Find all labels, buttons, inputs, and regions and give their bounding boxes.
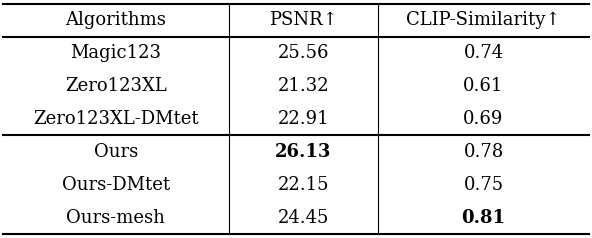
Text: 0.75: 0.75	[464, 176, 504, 194]
Text: Ours-mesh: Ours-mesh	[66, 209, 165, 227]
Text: Magic123: Magic123	[70, 44, 161, 62]
Text: Zero123XL-DMtet: Zero123XL-DMtet	[33, 110, 198, 128]
Text: Zero123XL: Zero123XL	[65, 77, 167, 95]
Text: 0.78: 0.78	[464, 143, 504, 161]
Text: PSNR↑: PSNR↑	[269, 11, 337, 29]
Text: 22.91: 22.91	[278, 110, 329, 128]
Text: 0.69: 0.69	[464, 110, 504, 128]
Text: 21.32: 21.32	[278, 77, 329, 95]
Text: Ours-DMtet: Ours-DMtet	[62, 176, 170, 194]
Text: 0.74: 0.74	[464, 44, 504, 62]
Text: Ours: Ours	[94, 143, 138, 161]
Text: CLIP-Similarity↑: CLIP-Similarity↑	[406, 11, 561, 29]
Text: 25.56: 25.56	[278, 44, 329, 62]
Text: Algorithms: Algorithms	[65, 11, 166, 29]
Text: 26.13: 26.13	[275, 143, 332, 161]
Text: 24.45: 24.45	[278, 209, 329, 227]
Text: 22.15: 22.15	[278, 176, 329, 194]
Text: 0.81: 0.81	[462, 209, 506, 227]
Text: 0.61: 0.61	[464, 77, 504, 95]
